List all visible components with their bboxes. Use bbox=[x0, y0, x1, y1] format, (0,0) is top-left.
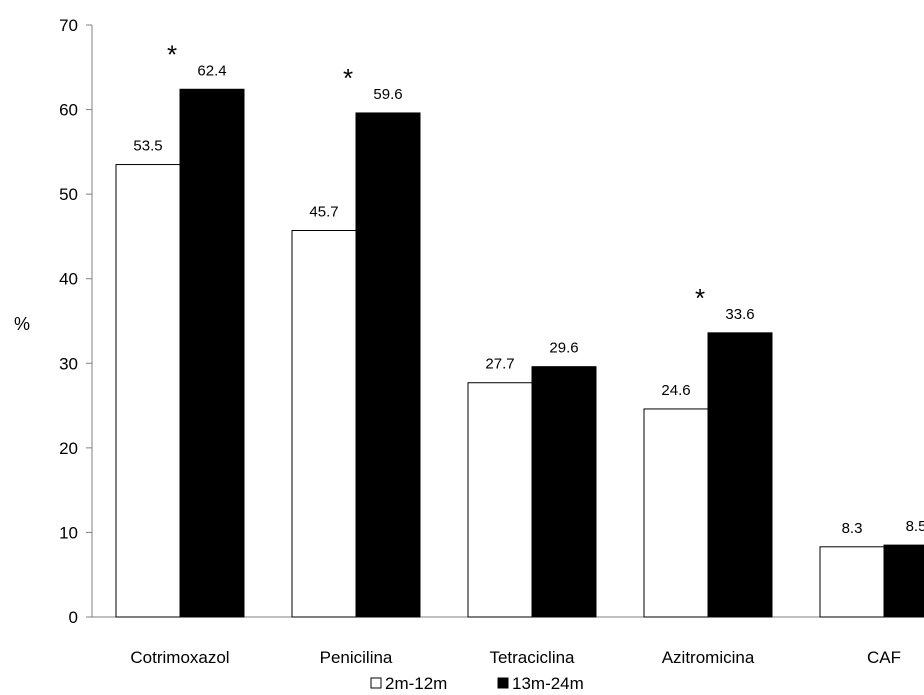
data-label: 29.6 bbox=[549, 340, 578, 357]
bar-series1 bbox=[643, 408, 709, 618]
data-label: 59.6 bbox=[373, 86, 402, 103]
category-label: CAF bbox=[867, 648, 901, 667]
category-label: Cotrimoxazol bbox=[130, 648, 229, 667]
bars bbox=[115, 88, 924, 618]
bar-series1 bbox=[291, 230, 357, 618]
data-label: 8.5 bbox=[906, 518, 924, 535]
data-label: 53.5 bbox=[133, 138, 162, 155]
y-tick-label: 40 bbox=[59, 270, 78, 289]
y-tick-label: 10 bbox=[59, 523, 78, 542]
bar-series2 bbox=[531, 366, 597, 618]
significance-marker: * bbox=[167, 39, 177, 69]
category-label: Azitromicina bbox=[662, 648, 755, 667]
bar-series2 bbox=[707, 332, 773, 618]
bar-series2 bbox=[355, 112, 421, 618]
y-axis: 0 10 20 30 40 50 60 70 bbox=[59, 16, 93, 627]
y-tick-label: 20 bbox=[59, 439, 78, 458]
legend-swatch bbox=[370, 677, 382, 689]
bar-series2 bbox=[883, 544, 924, 618]
legend-label: 2m-12m bbox=[385, 674, 447, 693]
category-label: Penicilina bbox=[320, 648, 393, 667]
legend-label: 13m-24m bbox=[512, 674, 584, 693]
bar-series1 bbox=[115, 164, 181, 618]
y-tick-label: 0 bbox=[69, 608, 78, 627]
data-label: 24.6 bbox=[661, 382, 690, 399]
bar-series1 bbox=[467, 382, 533, 618]
data-label: 27.7 bbox=[485, 356, 514, 373]
bar-series1 bbox=[819, 546, 885, 618]
bar-series2 bbox=[179, 88, 245, 618]
significance-marker: * bbox=[695, 283, 705, 313]
category-label: Tetraciclina bbox=[489, 648, 575, 667]
data-labels: 53.5 62.4 * 45.7 59.6 * 27.7 29.6 24.6 33.6 * 8.3 8.… bbox=[133, 39, 924, 537]
data-label: 45.7 bbox=[309, 204, 338, 221]
y-tick-label: 30 bbox=[59, 354, 78, 373]
y-tick-label: 60 bbox=[59, 101, 78, 120]
y-axis-label: % bbox=[14, 314, 30, 334]
legend-swatch bbox=[497, 677, 509, 689]
y-tick-label: 70 bbox=[59, 16, 78, 35]
significance-marker: * bbox=[343, 63, 353, 93]
data-label: 62.4 bbox=[197, 62, 226, 79]
legend: 2m-12m 13m-24m bbox=[370, 674, 584, 693]
data-label: 33.6 bbox=[725, 306, 754, 323]
y-tick-label: 50 bbox=[59, 185, 78, 204]
x-axis: Cotrimoxazol Penicilina Tetraciclina Azitro… bbox=[92, 616, 924, 667]
data-label: 8.3 bbox=[842, 520, 863, 537]
